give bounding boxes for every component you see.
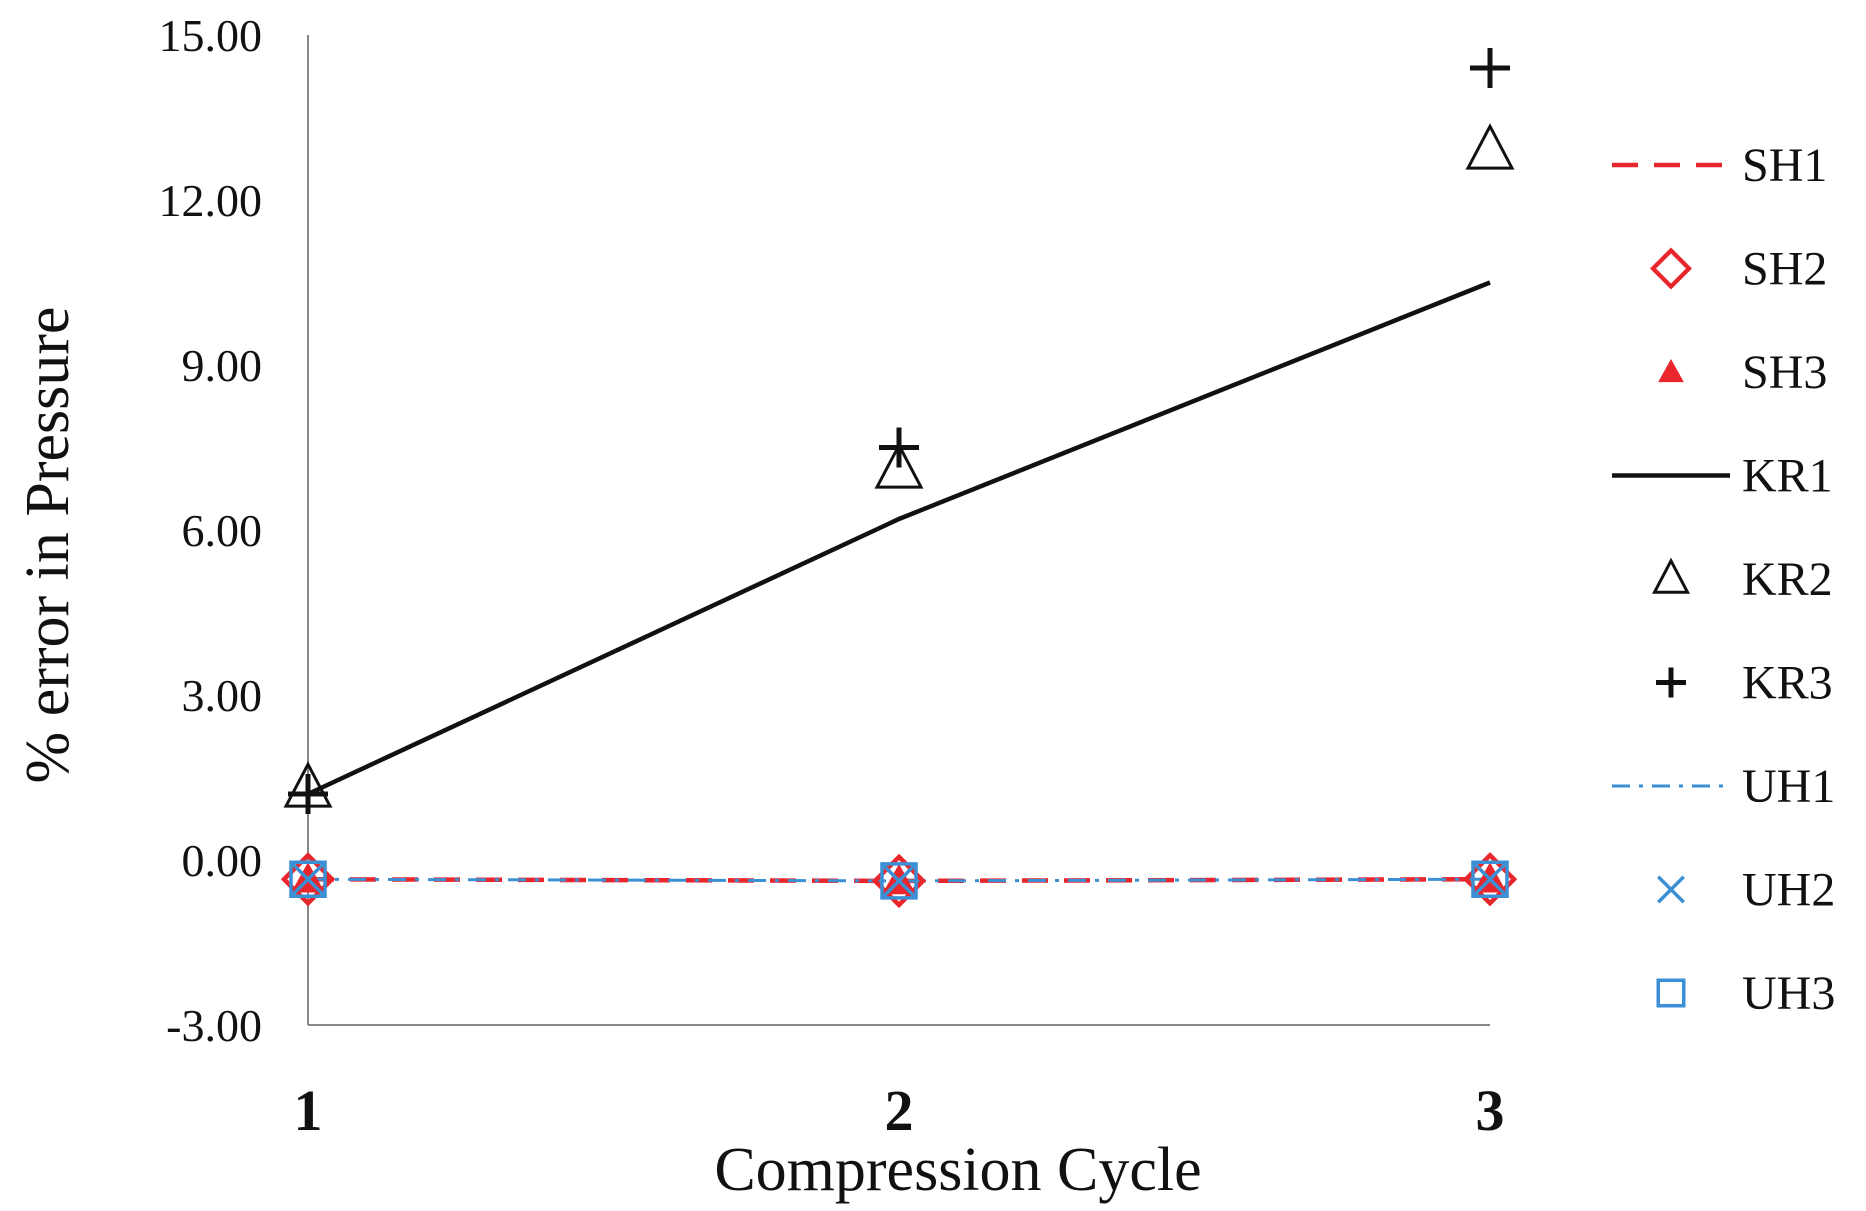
- x-tick-labels: 1 2 3: [294, 1078, 1505, 1143]
- x-tick-label: 3: [1476, 1078, 1505, 1143]
- y-tick-label: 15.00: [159, 10, 263, 61]
- y-tick-label: 3.00: [182, 670, 263, 721]
- series-uh3-point: [289, 860, 327, 898]
- legend-item-kr2: KR2: [1652, 553, 1833, 606]
- legend-label: UH2: [1742, 864, 1835, 917]
- legend-label: UH3: [1742, 967, 1835, 1020]
- legend-label: KR2: [1742, 553, 1833, 606]
- x-tick-label: 1: [294, 1078, 323, 1143]
- legend-label: KR3: [1742, 657, 1833, 710]
- legend-label: KR1: [1742, 450, 1833, 503]
- plot-area: [280, 48, 1518, 909]
- legend-item-kr3: KR3: [1656, 657, 1833, 710]
- legend-item-uh2: UH2: [1657, 864, 1835, 917]
- y-tick-label: 9.00: [182, 340, 263, 391]
- series-uh3-point: [1471, 860, 1509, 898]
- legend-item-uh3: UH3: [1656, 967, 1835, 1020]
- x-tick-label: 2: [885, 1078, 914, 1143]
- y-tick-label: 0.00: [182, 835, 263, 886]
- legend-marker-swatch: [1656, 978, 1686, 1008]
- series-kr1-line: [307, 280, 1491, 797]
- x-axis-title: Compression Cycle: [714, 1136, 1201, 1204]
- y-tick-label: 12.00: [159, 175, 263, 226]
- legend-item-sh1: SH1: [1612, 139, 1827, 192]
- legend-marker-swatch: [1658, 358, 1684, 383]
- y-tick-labels: -3.00 0.00 3.00 6.00 9.00 12.00 15.00: [159, 10, 263, 1051]
- series-kr2-point: [874, 442, 924, 489]
- axes: [307, 35, 1490, 1026]
- series-kr3-point: [879, 427, 919, 468]
- y-tick-label: 6.00: [182, 505, 263, 556]
- legend-item-sh2: SH2: [1649, 243, 1827, 296]
- series-kr3-point: [288, 774, 328, 814]
- series-uh3-point: [880, 862, 918, 900]
- series-kr2-point: [1465, 123, 1515, 170]
- legend-item-uh1: UH1: [1612, 760, 1835, 813]
- legend-item-sh3: SH3: [1658, 346, 1827, 399]
- legend-label: UH1: [1742, 760, 1835, 813]
- legend-label: SH1: [1742, 139, 1827, 192]
- series-kr3-point: [1470, 48, 1510, 88]
- legend-item-kr1: KR1: [1612, 450, 1833, 503]
- legend-marker-swatch: [1656, 667, 1686, 698]
- series-uh2-point: [1471, 861, 1509, 898]
- y-axis-title: % error in Pressure: [14, 307, 82, 784]
- series-uh2-point: [880, 862, 918, 900]
- legend: SH1 SH2 SH3 KR1 KR2 KR3 UH1 UH2 UH3: [1612, 139, 1835, 1020]
- legend-marker-swatch: [1652, 557, 1690, 594]
- legend-marker-swatch: [1657, 875, 1685, 904]
- y-tick-label: -3.00: [166, 1000, 262, 1051]
- series-uh2-point: [289, 861, 327, 898]
- legend-marker-swatch: [1649, 247, 1693, 290]
- legend-label: SH2: [1742, 243, 1827, 296]
- legend-label: SH3: [1742, 346, 1827, 399]
